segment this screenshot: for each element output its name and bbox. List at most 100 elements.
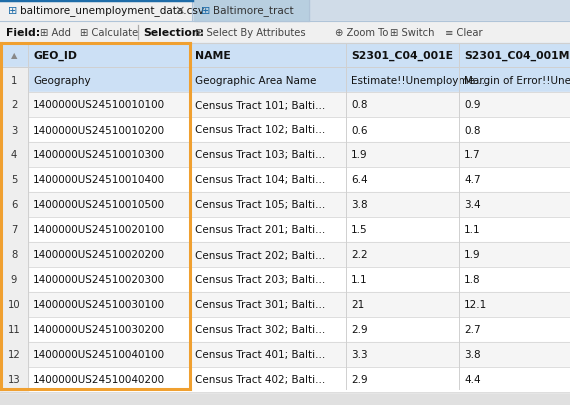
Text: Census Tract 202; Balti...: Census Tract 202; Balti... xyxy=(195,250,325,260)
Text: ≡ Clear: ≡ Clear xyxy=(445,28,483,38)
Text: GEO_ID: GEO_ID xyxy=(33,51,77,61)
Bar xyxy=(0,118,28,143)
Text: ⊞: ⊞ xyxy=(201,6,210,16)
Text: Census Tract 401; Balti...: Census Tract 401; Balti... xyxy=(195,350,325,360)
Text: 7: 7 xyxy=(11,225,17,235)
Text: 6.4: 6.4 xyxy=(351,175,368,185)
Text: 2.7: 2.7 xyxy=(464,325,481,335)
Text: 1400000US24510020100: 1400000US24510020100 xyxy=(33,225,165,235)
Text: 1400000US24510010200: 1400000US24510010200 xyxy=(33,125,165,135)
Text: Geographic Area Name: Geographic Area Name xyxy=(195,75,316,85)
Bar xyxy=(0,292,28,317)
Bar xyxy=(0,217,570,243)
Text: 12: 12 xyxy=(7,350,21,360)
Bar xyxy=(0,243,28,267)
Text: 3.8: 3.8 xyxy=(351,200,368,210)
Text: 0.8: 0.8 xyxy=(351,100,368,110)
Text: 12.1: 12.1 xyxy=(464,300,487,310)
Text: 1400000US24510030200: 1400000US24510030200 xyxy=(33,325,165,335)
Text: Census Tract 203; Balti...: Census Tract 203; Balti... xyxy=(195,275,325,285)
Text: 2.9: 2.9 xyxy=(351,375,368,385)
Bar xyxy=(0,367,570,392)
Bar xyxy=(0,0,570,22)
Bar xyxy=(0,118,570,143)
Bar xyxy=(0,22,570,44)
Text: Baltimore_tract: Baltimore_tract xyxy=(213,6,294,17)
Text: Census Tract 104; Balti...: Census Tract 104; Balti... xyxy=(195,175,325,185)
Bar xyxy=(0,192,28,217)
Text: S2301_C04_001E: S2301_C04_001E xyxy=(351,51,453,61)
Bar xyxy=(0,0,192,22)
Text: 1.7: 1.7 xyxy=(464,150,481,160)
Bar xyxy=(0,217,28,243)
Bar xyxy=(0,44,570,389)
Bar xyxy=(0,168,28,192)
Text: 3.8: 3.8 xyxy=(464,350,481,360)
Text: baltimore_unemployment_data.csv: baltimore_unemployment_data.csv xyxy=(20,6,204,17)
Text: 9: 9 xyxy=(11,275,17,285)
Text: 1.9: 1.9 xyxy=(351,150,368,160)
Text: 3.4: 3.4 xyxy=(464,200,481,210)
Bar xyxy=(0,143,570,168)
Text: 5: 5 xyxy=(11,175,17,185)
Text: ⊞ Calculate: ⊞ Calculate xyxy=(80,28,139,38)
Text: 0.6: 0.6 xyxy=(351,125,368,135)
Bar xyxy=(0,292,570,317)
Text: ⊞ Select By Attributes: ⊞ Select By Attributes xyxy=(195,28,306,38)
Text: Census Tract 301; Balti...: Census Tract 301; Balti... xyxy=(195,300,325,310)
Bar xyxy=(0,93,570,118)
Text: Census Tract 101; Balti...: Census Tract 101; Balti... xyxy=(195,100,325,110)
Text: Selection:: Selection: xyxy=(143,28,204,38)
Text: ×: × xyxy=(175,4,185,17)
Text: 2.2: 2.2 xyxy=(351,250,368,260)
Bar xyxy=(0,267,570,292)
Text: S2301_C04_001M: S2301_C04_001M xyxy=(464,51,569,61)
Bar xyxy=(0,143,28,168)
Text: Census Tract 102; Balti...: Census Tract 102; Balti... xyxy=(195,125,325,135)
Text: 1.9: 1.9 xyxy=(464,250,481,260)
Text: Geography: Geography xyxy=(33,75,91,85)
Text: Census Tract 402; Balti...: Census Tract 402; Balti... xyxy=(195,375,325,385)
Bar xyxy=(0,68,28,93)
Text: 8: 8 xyxy=(11,250,17,260)
Bar xyxy=(0,192,570,217)
Bar xyxy=(0,93,28,118)
Text: 1: 1 xyxy=(11,75,17,85)
Text: ⊞ Add: ⊞ Add xyxy=(40,28,71,38)
Text: 1400000US24510010500: 1400000US24510010500 xyxy=(33,200,165,210)
Text: 1400000US24510010100: 1400000US24510010100 xyxy=(33,100,165,110)
Text: 6: 6 xyxy=(11,200,17,210)
Bar xyxy=(0,317,28,342)
Text: 1400000US24510010400: 1400000US24510010400 xyxy=(33,175,165,185)
Bar xyxy=(194,0,309,22)
Text: 11: 11 xyxy=(7,325,21,335)
Bar xyxy=(0,168,570,192)
Text: 13: 13 xyxy=(7,375,21,385)
Bar xyxy=(0,389,570,405)
Text: 10: 10 xyxy=(7,300,21,310)
Text: 1400000US24510040200: 1400000US24510040200 xyxy=(33,375,165,385)
Text: 1.1: 1.1 xyxy=(351,275,368,285)
Text: 0.9: 0.9 xyxy=(464,100,481,110)
Text: 4: 4 xyxy=(11,150,17,160)
Text: 1400000US24510030100: 1400000US24510030100 xyxy=(33,300,165,310)
Text: 1400000US24510020300: 1400000US24510020300 xyxy=(33,275,165,285)
Text: Field:: Field: xyxy=(6,28,40,38)
Text: 1400000US24510040100: 1400000US24510040100 xyxy=(33,350,165,360)
Text: ▲: ▲ xyxy=(11,51,17,60)
Text: Census Tract 105; Balti...: Census Tract 105; Balti... xyxy=(195,200,325,210)
Text: 2.9: 2.9 xyxy=(351,325,368,335)
Bar xyxy=(0,44,570,68)
Text: 1.1: 1.1 xyxy=(464,225,481,235)
Text: Estimate!!Unemployme...: Estimate!!Unemployme... xyxy=(351,75,485,85)
Text: 1400000US24510020200: 1400000US24510020200 xyxy=(33,250,165,260)
Text: 21: 21 xyxy=(351,300,364,310)
Text: Census Tract 201; Balti...: Census Tract 201; Balti... xyxy=(195,225,325,235)
Text: 4.4: 4.4 xyxy=(464,375,481,385)
Bar xyxy=(0,68,570,93)
Text: 1.8: 1.8 xyxy=(464,275,481,285)
Text: Census Tract 103; Balti...: Census Tract 103; Balti... xyxy=(195,150,325,160)
Text: 1.5: 1.5 xyxy=(351,225,368,235)
Bar xyxy=(0,267,28,292)
Text: 0.8: 0.8 xyxy=(464,125,481,135)
